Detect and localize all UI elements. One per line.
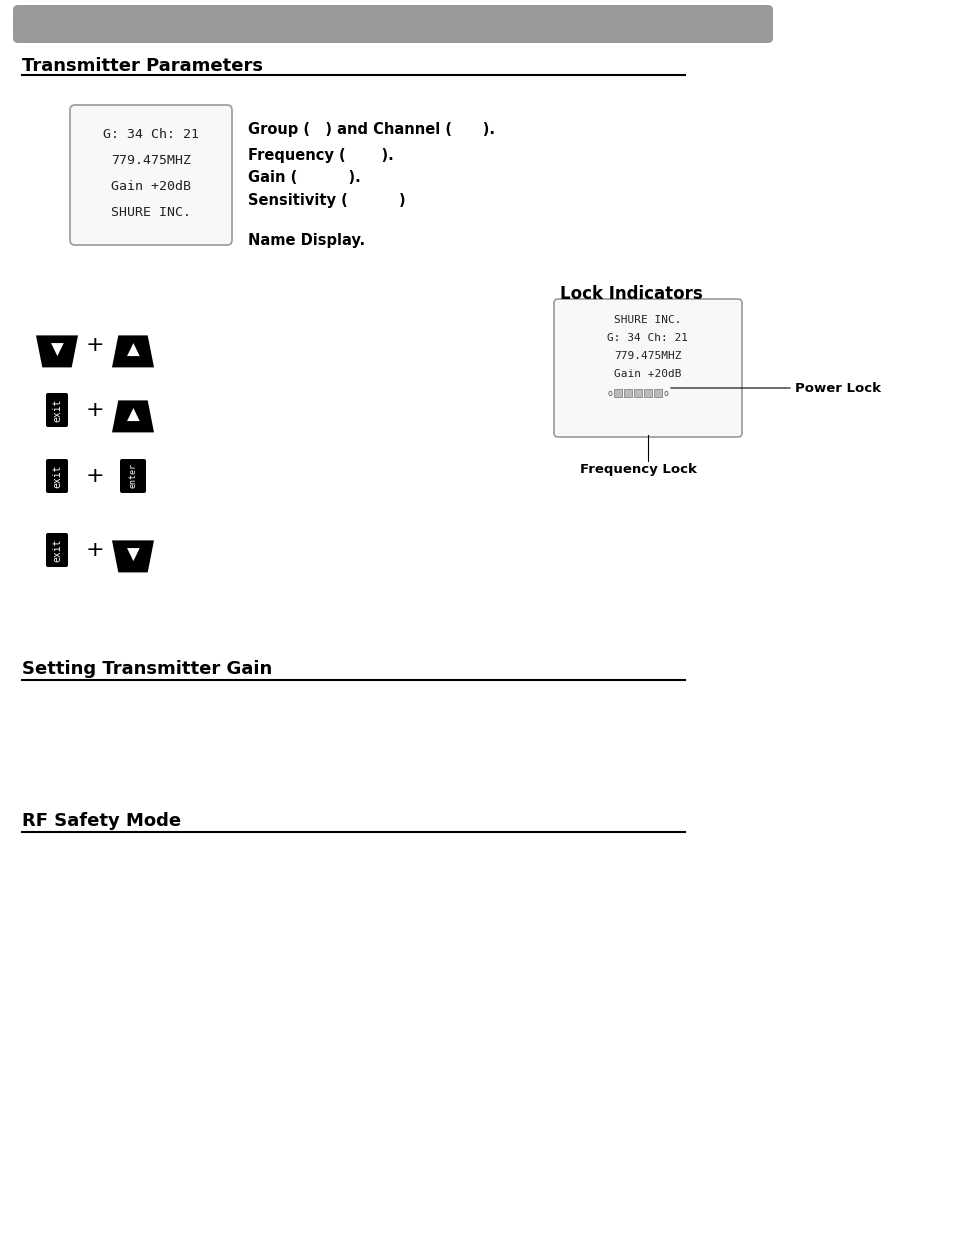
Text: exit: exit (52, 464, 62, 488)
Text: Gain (          ).: Gain ( ). (248, 170, 360, 185)
Text: ▲: ▲ (127, 341, 139, 359)
Text: G: 34 Ch: 21: G: 34 Ch: 21 (103, 128, 199, 141)
Text: Gain +20dB: Gain +20dB (614, 369, 681, 379)
FancyBboxPatch shape (46, 459, 68, 493)
FancyBboxPatch shape (120, 459, 146, 493)
Text: Sensitivity (          ): Sensitivity ( ) (248, 193, 405, 207)
Text: SHURE INC.: SHURE INC. (111, 206, 191, 219)
Text: ▼: ▼ (51, 341, 63, 359)
FancyBboxPatch shape (623, 389, 631, 396)
FancyBboxPatch shape (46, 534, 68, 567)
Text: RF Safety Mode: RF Safety Mode (22, 811, 181, 830)
Text: +: + (86, 400, 104, 420)
Text: Gain +20dB: Gain +20dB (111, 180, 191, 193)
FancyBboxPatch shape (13, 5, 772, 43)
Polygon shape (112, 336, 153, 367)
Text: ▼: ▼ (127, 546, 139, 564)
Text: o: o (662, 389, 668, 398)
FancyBboxPatch shape (643, 389, 651, 396)
Text: Name Display.: Name Display. (248, 233, 365, 248)
FancyBboxPatch shape (70, 105, 232, 245)
Text: Setting Transmitter Gain: Setting Transmitter Gain (22, 659, 272, 678)
FancyBboxPatch shape (614, 389, 621, 396)
Text: exit: exit (52, 538, 62, 562)
Text: G: 34 Ch: 21: G: 34 Ch: 21 (607, 333, 688, 343)
Text: Power Lock: Power Lock (794, 382, 880, 394)
Text: Lock Indicators: Lock Indicators (559, 285, 702, 303)
Text: Frequency Lock: Frequency Lock (579, 463, 696, 475)
Text: SHURE INC.: SHURE INC. (614, 315, 681, 325)
Text: 779.475MHZ: 779.475MHZ (614, 351, 681, 361)
FancyBboxPatch shape (554, 299, 741, 437)
Text: 779.475MHZ: 779.475MHZ (111, 154, 191, 167)
Text: Group (   ) and Channel (      ).: Group ( ) and Channel ( ). (248, 122, 495, 137)
Text: exit: exit (52, 398, 62, 421)
Text: +: + (86, 540, 104, 559)
Text: ▲: ▲ (127, 406, 139, 424)
Text: enter: enter (129, 463, 137, 489)
Text: +: + (86, 466, 104, 487)
Polygon shape (112, 400, 153, 432)
Text: Transmitter Parameters: Transmitter Parameters (22, 57, 263, 75)
Text: +: + (86, 335, 104, 354)
FancyBboxPatch shape (634, 389, 641, 396)
Polygon shape (112, 541, 153, 572)
FancyBboxPatch shape (654, 389, 661, 396)
Text: o: o (607, 389, 612, 398)
FancyBboxPatch shape (46, 393, 68, 427)
Text: Frequency (       ).: Frequency ( ). (248, 148, 394, 163)
Polygon shape (36, 336, 78, 367)
